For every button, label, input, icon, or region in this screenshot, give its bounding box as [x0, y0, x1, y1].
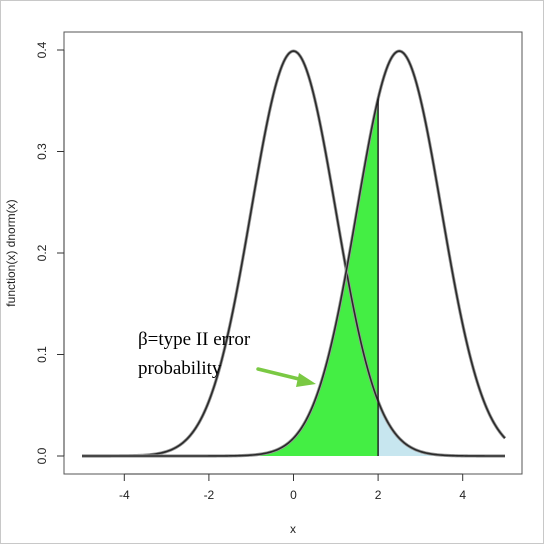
density-curves [81, 49, 507, 458]
y-tick-label: 0.4 [35, 41, 49, 58]
y-tick-label: 0.1 [35, 346, 49, 363]
y-tick-label: 0.0 [35, 447, 49, 464]
x-tick-label: -2 [204, 488, 215, 502]
arrow-shaft [256, 367, 305, 382]
density-curve-1 [82, 50, 505, 457]
y-axis-label: function(x) dnorm(x) [4, 199, 18, 306]
annotation-arrow [256, 367, 316, 387]
arrow-head [296, 373, 316, 387]
x-tick-label: 0 [290, 488, 297, 502]
x-tick-label: 4 [459, 488, 466, 502]
plot-area-border [63, 31, 523, 475]
annotation-line-2: probability [138, 358, 222, 379]
beta-annotation: β=type II error probability [138, 329, 316, 387]
density-curve-2 [82, 50, 506, 457]
y-tick-label: 0.2 [35, 244, 49, 261]
x-tick-label: -4 [119, 488, 130, 502]
annotation-line-1: β=type II error [138, 329, 251, 350]
shaded-region-1 [82, 98, 379, 457]
density-curve-halo-1 [81, 49, 506, 458]
x-axis: -4 -2 0 2 4 [119, 473, 466, 502]
y-axis: 0.0 0.1 0.2 0.3 0.4 [35, 41, 65, 464]
x-tick-label: 2 [375, 488, 382, 502]
x-axis-label: x [290, 522, 296, 536]
shaded-region-2 [378, 401, 505, 456]
density-curve-halo-2 [81, 49, 507, 458]
shaded-regions [82, 98, 505, 457]
y-tick-label: 0.3 [35, 143, 49, 160]
